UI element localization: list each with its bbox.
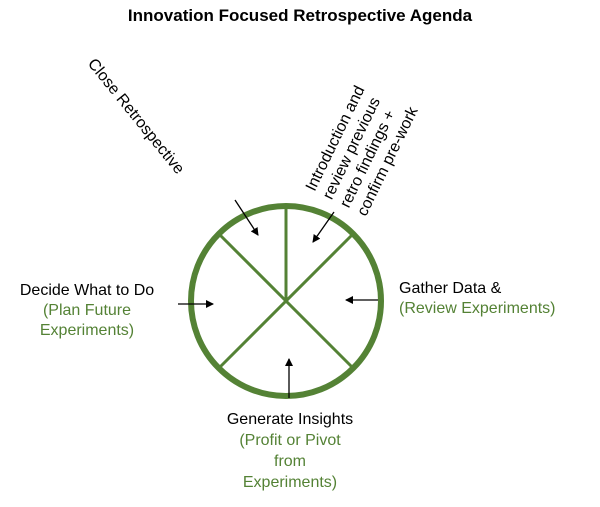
- gather-data-label: Gather Data & (Review Experiments): [399, 279, 555, 319]
- diagram-title: Innovation Focused Retrospective Agenda: [127, 6, 473, 25]
- decide-title: Decide What to Do: [19, 282, 155, 299]
- arrow-intro: [312, 211, 335, 243]
- insights-label: Generate Insights (Profit or Pivot from …: [190, 409, 390, 493]
- insights-detail-line: from: [274, 453, 306, 470]
- decide-detail-line: Experiments): [39, 322, 135, 339]
- agenda-wheel: [188, 203, 384, 399]
- divider-diagonal-2: [217, 232, 355, 370]
- insights-detail-line: Experiments): [242, 474, 338, 491]
- wheel-circle: [188, 203, 384, 399]
- insights-title: Generate Insights: [226, 411, 354, 428]
- decide-detail-line: (Plan Future: [42, 302, 132, 319]
- arrow-close: [234, 199, 259, 236]
- insights-detail-line: (Profit or Pivot: [239, 432, 341, 449]
- gather-data-detail: (Review Experiments): [399, 300, 556, 317]
- gather-data-title: Gather Data &: [399, 280, 502, 297]
- decide-label: Decide What to Do (Plan Future Experimen…: [2, 281, 172, 341]
